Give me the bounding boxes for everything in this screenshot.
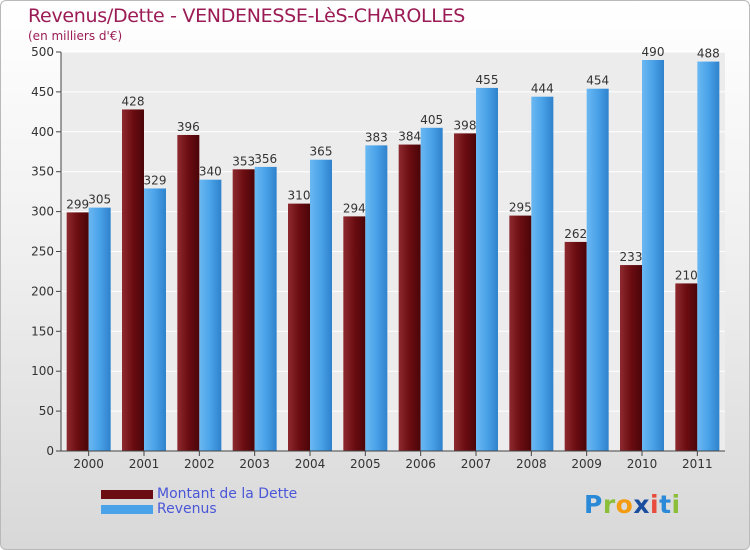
bar-revenue [697, 61, 720, 452]
data-label-debt: 233 [620, 250, 643, 264]
data-label-revenue: 365 [310, 145, 333, 159]
data-label-debt: 294 [343, 201, 366, 215]
y-tick-label: 350 [31, 165, 54, 179]
bar-debt [398, 144, 421, 451]
proxiti-logo: Proxiti [584, 490, 681, 519]
data-label-revenue: 405 [420, 113, 443, 127]
logo-letter: o [615, 490, 634, 519]
logo-letter: x [633, 490, 650, 519]
legend-label-revenue: Revenus [157, 501, 217, 517]
data-label-revenue: 340 [199, 165, 222, 179]
legend-swatch-revenue [101, 505, 153, 514]
data-label-debt: 262 [564, 227, 587, 241]
x-tick-label: 2009 [571, 457, 602, 471]
bar-debt [564, 241, 587, 451]
bar-debt [66, 212, 89, 451]
data-label-debt: 384 [398, 130, 421, 144]
logo-letter: P [584, 490, 603, 519]
y-tick-label: 100 [31, 364, 54, 378]
logo-letter: r [602, 490, 616, 519]
bar-debt [177, 134, 200, 451]
data-label-debt: 299 [66, 197, 89, 211]
y-tick-label: 0 [46, 444, 54, 458]
x-tick-label: 2011 [682, 457, 713, 471]
chart-title: Revenus/Dette - VENDENESSE-LèS-CHAROLLES [28, 5, 466, 27]
logo-letter: i [650, 490, 660, 519]
y-tick-label: 400 [31, 125, 54, 139]
data-label-debt: 396 [177, 120, 200, 134]
data-label-debt: 353 [232, 154, 255, 168]
data-label-debt: 428 [122, 94, 145, 108]
data-label-revenue: 455 [476, 73, 499, 87]
bar-revenue [476, 87, 498, 451]
bar-revenue [310, 159, 332, 452]
y-tick-label: 500 [31, 45, 54, 59]
x-tick-label: 2001 [129, 457, 160, 471]
x-tick-label: 2002 [184, 457, 215, 471]
x-tick-label: 2008 [516, 457, 547, 471]
data-label-revenue: 329 [144, 173, 167, 187]
legend-label-debt: Montant de la Dette [157, 486, 298, 502]
data-label-revenue: 488 [697, 47, 720, 61]
x-tick-label: 2010 [627, 457, 658, 471]
chart-legend: Montant de la Dette Revenus [101, 487, 297, 517]
bar-revenue [199, 179, 222, 451]
data-label-revenue: 383 [365, 130, 388, 144]
y-tick-label: 300 [31, 205, 54, 219]
data-label-debt: 210 [675, 268, 698, 282]
x-tick-label: 2006 [405, 457, 436, 471]
data-label-revenue: 444 [531, 82, 554, 96]
bar-revenue [420, 127, 443, 451]
y-tick-label: 150 [31, 324, 54, 338]
bar-revenue [642, 59, 664, 451]
data-label-revenue: 454 [586, 74, 609, 88]
bar-revenue [586, 88, 609, 451]
bar-debt [509, 215, 532, 451]
bar-debt [122, 109, 144, 452]
bar-debt [288, 203, 310, 451]
x-tick-label: 2000 [73, 457, 104, 471]
data-label-revenue: 490 [642, 45, 665, 59]
x-tick-label: 2004 [295, 457, 326, 471]
y-tick-label: 50 [39, 404, 54, 418]
data-label-debt: 295 [509, 201, 532, 215]
data-label-revenue: 305 [88, 193, 111, 207]
x-tick-label: 2005 [350, 457, 381, 471]
legend-swatch-debt [101, 490, 153, 499]
bar-revenue [144, 188, 166, 451]
bar-revenue [365, 145, 388, 451]
y-tick-label: 250 [31, 245, 54, 259]
chart-subtitle: (en milliers d'€) [28, 29, 123, 43]
legend-item-debt: Montant de la Dette [101, 487, 297, 502]
bar-revenue [531, 96, 554, 452]
bar-debt [675, 283, 698, 451]
bar-revenue [88, 207, 111, 451]
y-tick-label: 450 [31, 85, 54, 99]
bar-debt [232, 169, 255, 451]
logo-letter: i [671, 490, 681, 519]
data-label-revenue: 356 [254, 152, 277, 166]
x-tick-label: 2007 [461, 457, 492, 471]
bar-revenue [254, 166, 277, 452]
legend-item-revenue: Revenus [101, 502, 297, 517]
bar-debt [343, 216, 366, 451]
y-tick-label: 200 [31, 284, 54, 298]
logo-letter: t [659, 490, 672, 519]
x-tick-label: 2003 [239, 457, 270, 471]
bar-debt [620, 265, 642, 451]
bar-debt [454, 133, 476, 451]
data-label-debt: 310 [288, 189, 311, 203]
data-label-debt: 398 [454, 118, 477, 132]
